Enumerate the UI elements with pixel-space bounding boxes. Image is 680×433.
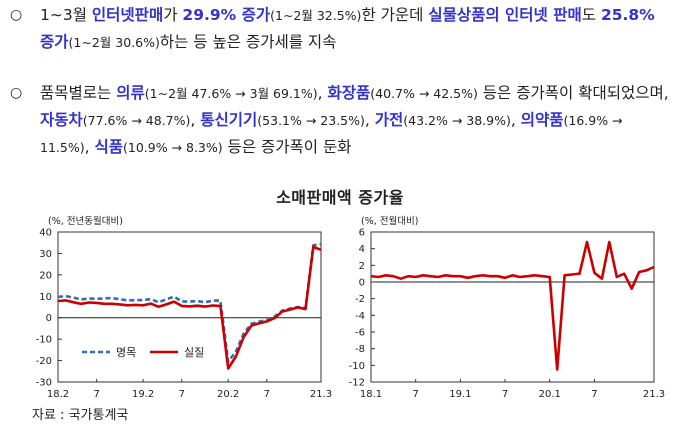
bullet-icon: ○ xyxy=(10,7,23,23)
text-segment: , xyxy=(364,111,375,129)
highlight-text: 실물상품의 인터넷 판매 xyxy=(428,6,582,24)
text-segment: , xyxy=(510,111,521,129)
highlight-text: 식품 xyxy=(94,138,123,156)
highlight-text: 통신기기 xyxy=(200,111,258,129)
y-tick-label: -8 xyxy=(355,344,365,355)
legend-label-nominal: 명목 xyxy=(116,346,136,359)
highlight-text: 화장품 xyxy=(327,84,371,102)
summary-paragraph-2: ○ 품목별로는 의류(1∼2월 47.6% → 3월 69.1%), 화장품(4… xyxy=(10,80,672,161)
text-segment: , xyxy=(190,111,201,129)
highlight-text: 의약품 xyxy=(520,111,564,129)
x-tick-label: 7 xyxy=(502,389,508,400)
text-segment: 등은 증가폭이 확대되었으며, xyxy=(477,84,669,102)
y-tick-label: 40 xyxy=(39,228,52,239)
y-tick-label: -30 xyxy=(36,378,52,389)
x-tick-label: 19.2 xyxy=(132,389,154,400)
legend-label-real: 실질 xyxy=(184,346,204,359)
x-tick-label: 18.2 xyxy=(47,389,69,400)
summary-paragraph-1: ○ 1∼3월 인터넷판매가 29.9% 증가(1∼2월 32.5%)한 가운데 … xyxy=(10,2,672,56)
source-note: 자료 : 국가통계국 xyxy=(32,408,129,423)
y-tick-label: 2 xyxy=(359,261,365,272)
highlight-text: 29.9% 증가 xyxy=(182,6,271,24)
text-segment: (1∼2월 30.6%) xyxy=(68,35,160,50)
text-segment: 한 가운데 xyxy=(361,6,429,24)
text-segment: 도 xyxy=(581,6,601,24)
text-segment: (43.2% → 38.9%) xyxy=(403,113,511,128)
text-segment: , xyxy=(317,84,328,102)
text-segment: 가 xyxy=(163,6,183,24)
text-segment: 품목별로는 xyxy=(40,84,117,102)
x-tick-label: 7 xyxy=(264,389,270,400)
x-tick-label: 7 xyxy=(591,389,597,400)
paragraph-text: 1∼3월 인터넷판매가 29.9% 증가(1∼2월 32.5%)한 가운데 실물… xyxy=(40,2,672,56)
y-tick-label: -10 xyxy=(349,361,365,372)
text-segment: 하는 등 높은 증가세를 지속 xyxy=(159,33,337,51)
x-tick-label: 7 xyxy=(412,389,418,400)
text-segment: , xyxy=(84,138,95,156)
plot-frame xyxy=(370,231,655,383)
series-line-2 xyxy=(57,245,322,370)
y-tick-label: 10 xyxy=(39,292,52,303)
text-segment: (1∼2월 47.6% → 3월 69.1%) xyxy=(144,86,318,101)
text-segment: (1∼2월 32.5%) xyxy=(270,8,362,23)
highlight-text: 의류 xyxy=(116,84,145,102)
y-tick-label: -12 xyxy=(349,378,365,389)
y-tick-label: -6 xyxy=(355,328,365,339)
axis-unit-label: (%, 전월대비) xyxy=(361,215,418,227)
x-tick-label: 7 xyxy=(179,389,185,400)
figure-title: 소매판매액 증가율 xyxy=(276,188,404,207)
x-tick-label: 20.2 xyxy=(217,389,239,400)
text-segment: 등은 증가폭이 둔화 xyxy=(222,138,352,156)
text-segment: (77.6% → 48.7%) xyxy=(82,113,191,128)
x-tick-label: 18.1 xyxy=(360,389,382,400)
highlight-text: 인터넷판매 xyxy=(91,6,164,24)
highlight-text: 자동차 xyxy=(40,111,83,129)
x-tick-label: 19.1 xyxy=(449,389,471,400)
highlight-text: 가전 xyxy=(374,111,404,129)
x-tick-label: 21.3 xyxy=(310,389,332,400)
highlight-text: 25.8% 증가 xyxy=(40,6,655,51)
text-segment: (16.9% → 11.5%) xyxy=(40,113,623,155)
text-segment: (53.1% → 23.5%) xyxy=(257,113,365,128)
y-tick-label: 0 xyxy=(46,313,52,324)
x-tick-label: 20.1 xyxy=(539,389,561,400)
y-tick-label: -4 xyxy=(355,311,365,322)
y-tick-label: 6 xyxy=(359,228,365,239)
axis-unit-label: (%, 전년동월대비) xyxy=(48,215,123,227)
plot-frame xyxy=(57,231,322,383)
text-segment: 1∼3월 xyxy=(40,6,92,24)
x-tick-label: 7 xyxy=(93,389,99,400)
y-tick-label: 0 xyxy=(359,278,365,289)
y-tick-label: -20 xyxy=(36,356,52,367)
text-segment: (10.9% → 8.3%) xyxy=(122,140,223,155)
text-segment: (40.7% → 42.5%) xyxy=(370,86,478,101)
series-line-1 xyxy=(370,240,655,371)
y-tick-label: 20 xyxy=(39,270,52,281)
y-tick-label: 4 xyxy=(359,244,365,255)
y-tick-label: -10 xyxy=(36,335,52,346)
paragraph-text: 품목별로는 의류(1∼2월 47.6% → 3월 69.1%), 화장품(40.… xyxy=(40,80,672,161)
x-tick-label: 21.3 xyxy=(643,389,665,400)
y-tick-label: -2 xyxy=(355,294,365,305)
bullet-icon: ○ xyxy=(10,85,23,101)
y-tick-label: 30 xyxy=(39,249,52,260)
